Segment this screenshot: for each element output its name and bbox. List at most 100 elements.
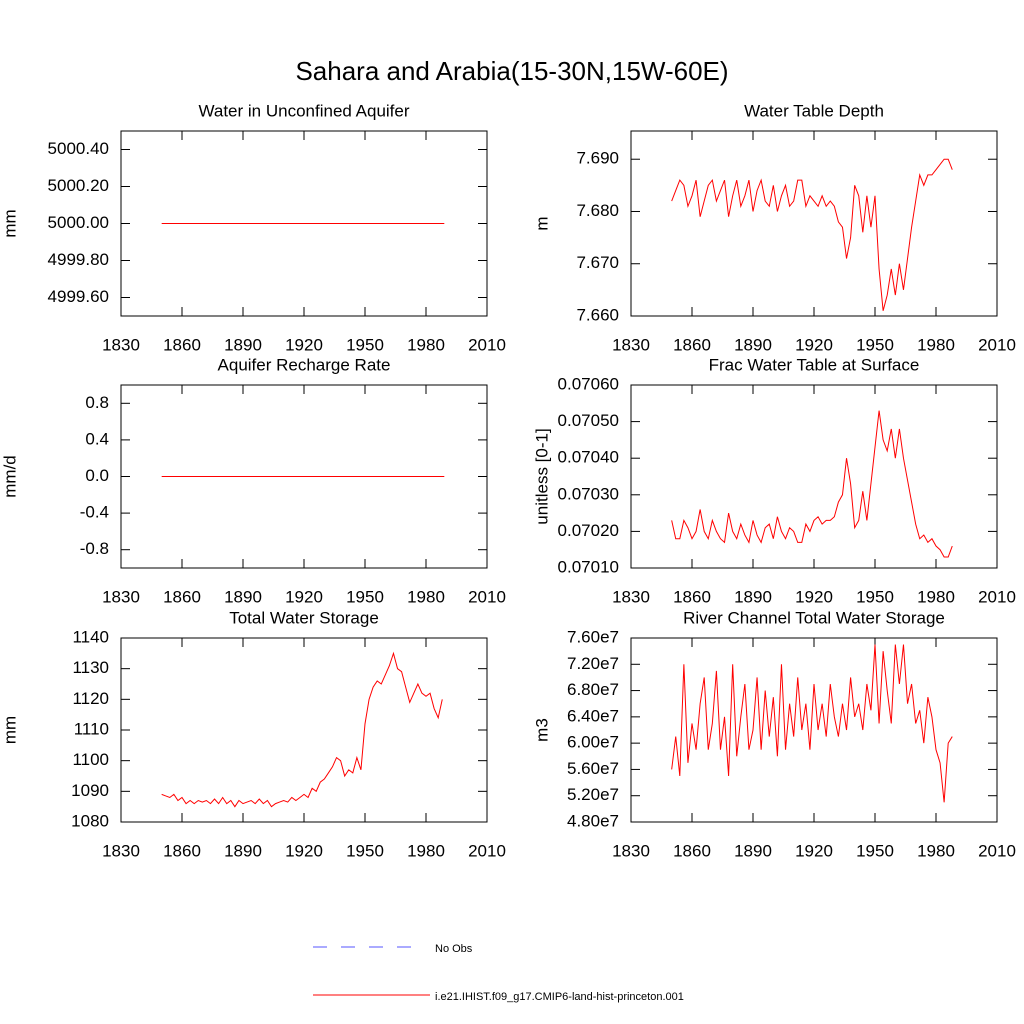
data-line <box>671 644 953 803</box>
y-tick-label: 6.80e7 <box>567 680 619 699</box>
x-tick-label: 2010 <box>468 587 506 606</box>
x-tick-label: 1950 <box>856 335 894 354</box>
plot-frame <box>630 384 998 569</box>
x-tick-label: 1890 <box>224 587 262 606</box>
y-tick-label: 0.07020 <box>558 521 619 540</box>
data-line <box>671 410 953 558</box>
x-tick-label: 1830 <box>612 335 650 354</box>
y-tick-label: 0.4 <box>85 429 109 448</box>
x-tick-label: 1920 <box>795 841 833 860</box>
x-tick-label: 1980 <box>917 335 955 354</box>
legend-label: No Obs <box>435 943 473 955</box>
y-tick-label: 1090 <box>71 781 109 800</box>
y-tick-label: 0.07010 <box>558 557 619 576</box>
x-tick-label: 1830 <box>612 841 650 860</box>
x-tick-label: 2010 <box>978 335 1016 354</box>
x-tick-label: 1830 <box>612 587 650 606</box>
x-tick-label: 1950 <box>346 841 384 860</box>
y-tick-label: 5000.00 <box>48 213 109 232</box>
y-tick-label: 0.07030 <box>558 484 619 503</box>
panel-title: River Channel Total Water Storage <box>683 608 945 627</box>
plot-frame <box>630 130 998 317</box>
x-tick-label: 1920 <box>285 841 323 860</box>
x-tick-label: 1830 <box>102 587 140 606</box>
plot-frame <box>120 130 488 317</box>
y-tick-label: 7.60e7 <box>567 627 619 646</box>
y-axis-label: unitless [0-1] <box>532 428 551 524</box>
y-axis-label: mm <box>0 209 19 237</box>
panel-title: Total Water Storage <box>229 608 379 627</box>
y-tick-label: 1080 <box>71 811 109 830</box>
y-tick-label: 6.40e7 <box>567 706 619 725</box>
y-tick-label: 1120 <box>72 689 109 708</box>
y-tick-label: 4999.80 <box>48 250 109 269</box>
plot-frame <box>630 637 998 823</box>
y-tick-label: -0.8 <box>80 539 109 558</box>
data-line <box>671 158 953 311</box>
x-tick-label: 2010 <box>978 841 1016 860</box>
x-tick-label: 1920 <box>795 335 833 354</box>
legend-label: i.e21.IHIST.f09_g17.CMIP6-land-hist-prin… <box>435 991 684 1003</box>
x-tick-label: 1860 <box>673 841 711 860</box>
y-tick-label: 4.80e7 <box>567 811 619 830</box>
x-tick-label: 1890 <box>224 335 262 354</box>
x-tick-label: 1950 <box>856 841 894 860</box>
x-tick-label: 1830 <box>102 335 140 354</box>
y-tick-label: 5.60e7 <box>567 759 619 778</box>
y-tick-label: 5000.40 <box>48 139 109 158</box>
data-line <box>161 651 443 808</box>
x-tick-label: 2010 <box>468 335 506 354</box>
x-tick-label: 1890 <box>734 587 772 606</box>
y-tick-label: 7.690 <box>576 149 619 168</box>
x-tick-label: 2010 <box>978 587 1016 606</box>
y-axis-label: m3 <box>532 718 551 742</box>
y-tick-label: 7.660 <box>576 305 619 324</box>
y-tick-label: 0.8 <box>85 393 109 412</box>
y-axis-label: m <box>532 216 551 230</box>
x-tick-label: 1950 <box>346 587 384 606</box>
y-axis-label: mm <box>0 716 19 744</box>
y-tick-label: 4999.60 <box>48 287 109 306</box>
y-tick-label: 7.20e7 <box>567 654 619 673</box>
x-tick-label: 1920 <box>795 587 833 606</box>
x-tick-label: 1920 <box>285 335 323 354</box>
x-tick-label: 1920 <box>285 587 323 606</box>
figure-title: Sahara and Arabia(15-30N,15W-60E) <box>295 56 728 86</box>
y-tick-label: 0.07050 <box>558 411 619 430</box>
y-tick-label: 1140 <box>72 627 109 646</box>
x-tick-label: 2010 <box>468 841 506 860</box>
x-tick-label: 1860 <box>163 335 201 354</box>
x-tick-label: 1860 <box>163 587 201 606</box>
x-tick-label: 1980 <box>917 587 955 606</box>
y-tick-label: 1130 <box>72 658 109 677</box>
y-tick-label: 1100 <box>72 750 109 769</box>
y-tick-label: 7.670 <box>576 253 619 272</box>
y-tick-label: -0.4 <box>80 503 109 522</box>
y-tick-label: 7.680 <box>576 201 619 220</box>
x-tick-label: 1890 <box>734 335 772 354</box>
y-axis-label: mm/d <box>0 455 19 498</box>
panel-title: Aquifer Recharge Rate <box>218 355 391 374</box>
x-tick-label: 1980 <box>407 841 445 860</box>
plot-frame <box>120 637 488 823</box>
plot-frame <box>120 384 488 569</box>
x-tick-label: 1830 <box>102 841 140 860</box>
y-tick-label: 1110 <box>74 719 109 738</box>
x-tick-label: 1980 <box>407 587 445 606</box>
y-tick-label: 0.07040 <box>558 448 619 467</box>
panel-title: Water in Unconfined Aquifer <box>198 101 409 120</box>
x-tick-label: 1980 <box>407 335 445 354</box>
y-tick-label: 0.07060 <box>558 374 619 393</box>
x-tick-label: 1950 <box>346 335 384 354</box>
x-tick-label: 1980 <box>917 841 955 860</box>
x-tick-label: 1890 <box>224 841 262 860</box>
y-tick-label: 6.00e7 <box>567 733 619 752</box>
x-tick-label: 1860 <box>163 841 201 860</box>
x-tick-label: 1890 <box>734 841 772 860</box>
panel-title: Water Table Depth <box>744 101 884 120</box>
x-tick-label: 1860 <box>673 335 711 354</box>
panel-title: Frac Water Table at Surface <box>709 355 920 374</box>
x-tick-label: 1950 <box>856 587 894 606</box>
y-tick-label: 5.20e7 <box>567 785 619 804</box>
